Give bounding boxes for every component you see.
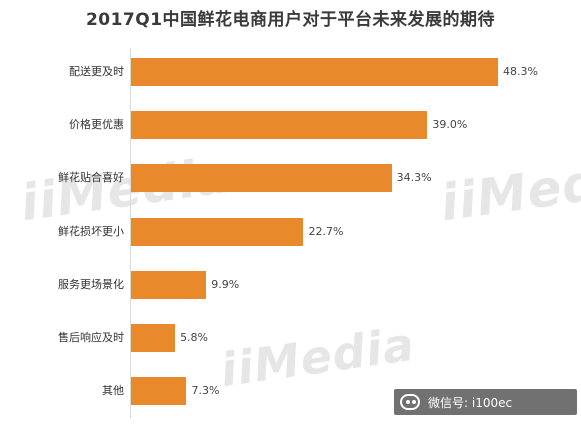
- category-label: 鲜花贴合喜好: [58, 171, 124, 185]
- category-label: 鲜花损坏更小: [58, 224, 124, 238]
- value-label: 7.3%: [191, 384, 220, 398]
- bar: [131, 270, 207, 299]
- value-label: 48.3%: [503, 65, 538, 78]
- bar: [131, 377, 187, 406]
- chart-title: 2017Q1中国鲜花电商用户对于平台未来发展的期待: [85, 10, 496, 30]
- value-label: 39.0%: [432, 118, 468, 132]
- value-label: 22.7%: [308, 224, 344, 238]
- bar: [131, 58, 498, 86]
- value-label: 34.3%: [396, 171, 432, 185]
- category-label: 其他: [102, 384, 124, 398]
- bar: [131, 324, 176, 352]
- wechat-icon: [400, 394, 420, 410]
- category-label: 售后响应及时: [58, 331, 124, 344]
- wechat-id-text: 微信号: i100ec: [428, 395, 513, 410]
- bar: [131, 111, 428, 140]
- wechat-id-badge: 微信号: i100ec: [394, 389, 577, 415]
- category-axis-line: [130, 48, 131, 418]
- category-label: 价格更优惠: [69, 118, 124, 132]
- category-label: 配送更及时: [69, 65, 124, 78]
- value-label: 5.8%: [180, 331, 209, 344]
- bar: [131, 164, 392, 193]
- bar: [131, 217, 304, 246]
- category-label: 服务更场景化: [58, 277, 124, 291]
- value-label: 9.9%: [211, 277, 240, 291]
